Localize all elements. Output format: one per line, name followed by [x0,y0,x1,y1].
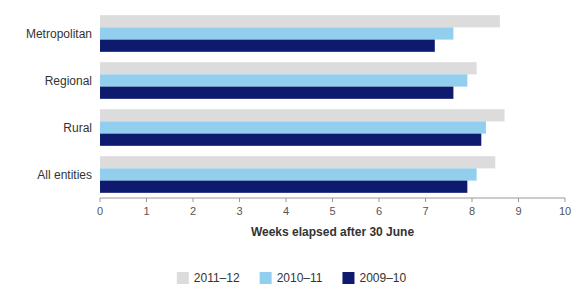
x-tick [425,198,426,202]
legend-swatch [260,272,272,284]
x-tick-label: 4 [283,205,289,217]
x-tick [565,198,566,202]
y-axis: All entities Rural Regional Metropolitan [26,27,92,182]
x-tick-label: 7 [422,205,428,217]
bar [100,87,453,99]
x-tick-label: 6 [376,205,382,217]
x-tick [518,198,519,202]
legend-swatch [177,272,189,284]
x-tick [332,198,333,202]
legend-swatch [342,272,354,284]
bars [100,15,505,193]
legend-item: 2011–12 [177,271,240,285]
chart: 0 1 2 3 4 5 6 7 8 9 10 Weeks elapsed after 30 June A… [0,0,583,296]
legend-item: 2009–10 [342,271,406,285]
y-tick-label: Metropolitan [26,27,92,41]
legend-label: 2010–11 [277,271,323,285]
y-tick-label: All entities [37,168,92,182]
x-tick [472,198,473,202]
bar [100,181,467,193]
x-axis-label: Weeks elapsed after 30 June [251,225,415,239]
legend: 2011–12 2010–11 2009–10 [177,271,407,285]
x-tick-label: 5 [329,205,335,217]
x-tick [239,198,240,202]
bar [100,74,467,86]
x-axis: 0 1 2 3 4 5 6 7 8 9 10 [97,198,571,217]
bar [100,121,486,133]
bar [100,168,477,180]
x-tick-label: 0 [97,205,103,217]
bar [100,27,453,39]
x-tick [379,198,380,202]
legend-item: 2010–11 [260,271,323,285]
bar [100,134,481,146]
x-tick-label: 10 [559,205,571,217]
x-tick-label: 2 [190,205,196,217]
x-tick [193,198,194,202]
x-tick-label: 3 [236,205,242,217]
bar [100,109,505,121]
x-tick-label: 1 [143,205,149,217]
x-tick [100,198,101,202]
x-tick-label: 9 [515,205,521,217]
y-tick-label: Rural [63,121,92,135]
x-tick [286,198,287,202]
y-tick-label: Regional [45,74,92,88]
bar [100,62,477,74]
bar [100,40,435,52]
bar [100,156,495,168]
x-tick [146,198,147,202]
legend-label: 2009–10 [359,271,406,285]
legend-label: 2011–12 [194,271,240,285]
bar [100,15,500,27]
x-tick-label: 8 [469,205,475,217]
